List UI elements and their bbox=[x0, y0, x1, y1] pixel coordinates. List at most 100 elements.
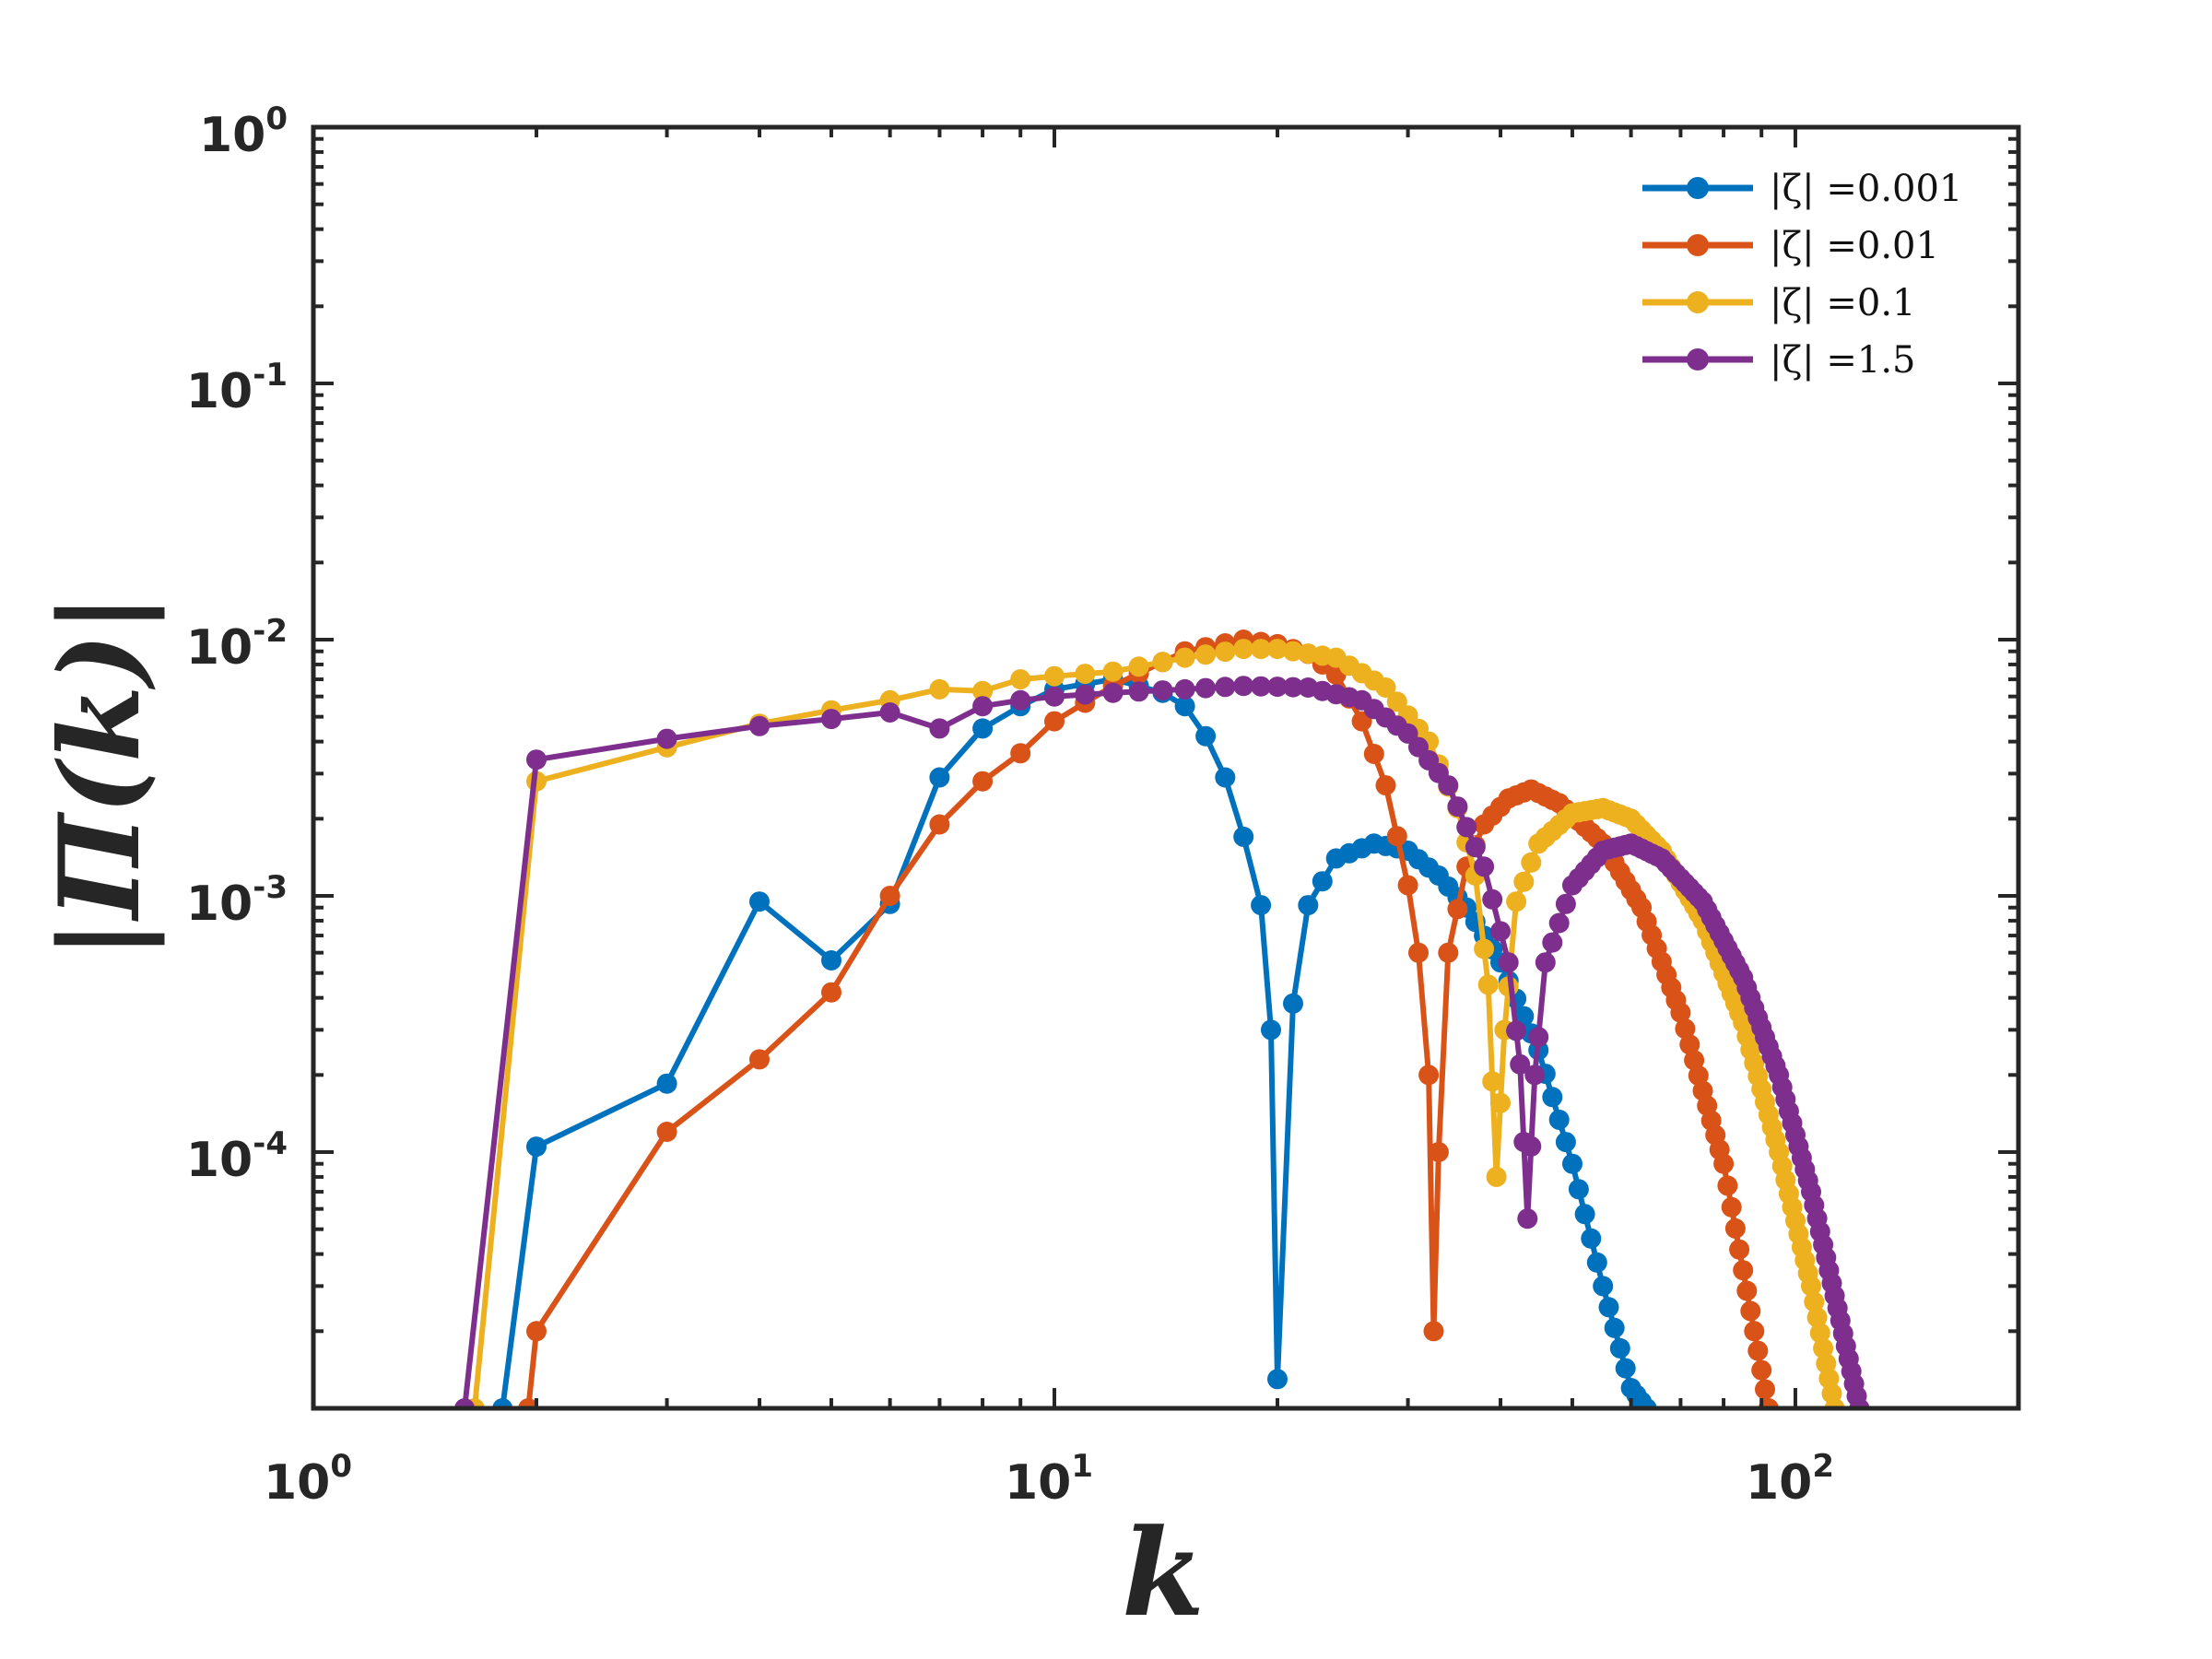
x-tick-label-base: 10 bbox=[1746, 1455, 1812, 1511]
data-point bbox=[1548, 1109, 1570, 1130]
data-point bbox=[1465, 837, 1486, 858]
legend-swatch-marker bbox=[1687, 234, 1709, 256]
legend-label: |ζ| =0.1 bbox=[1770, 282, 1915, 324]
data-point bbox=[1102, 682, 1124, 703]
data-point bbox=[1740, 1300, 1761, 1322]
data-point bbox=[1251, 895, 1272, 916]
data-point bbox=[1233, 826, 1254, 847]
data-point bbox=[656, 1073, 677, 1094]
data-point bbox=[1524, 1065, 1546, 1086]
data-point bbox=[821, 709, 841, 730]
data-point bbox=[929, 718, 950, 739]
x-tick-label: 100 bbox=[264, 1448, 352, 1511]
data-point bbox=[1586, 1252, 1607, 1273]
data-point bbox=[1729, 1239, 1750, 1260]
x-tick-label: 102 bbox=[1746, 1448, 1834, 1511]
data-point bbox=[1261, 1019, 1281, 1041]
data-point bbox=[879, 702, 900, 723]
data-point bbox=[1438, 775, 1459, 796]
data-point bbox=[972, 696, 994, 717]
data-point bbox=[1498, 952, 1519, 973]
data-point bbox=[1447, 899, 1468, 920]
data-point bbox=[1801, 1276, 1821, 1297]
data-point bbox=[1521, 852, 1542, 873]
data-point bbox=[1044, 711, 1065, 732]
data-point bbox=[1679, 1034, 1700, 1055]
data-point bbox=[1418, 1065, 1440, 1086]
series-layer bbox=[454, 629, 1870, 1408]
x-axis-label: k bbox=[1122, 1502, 1205, 1643]
data-point bbox=[1386, 826, 1407, 847]
data-point bbox=[1736, 1280, 1758, 1301]
data-point bbox=[1386, 691, 1407, 712]
data-point bbox=[1423, 1321, 1444, 1342]
data-point bbox=[1824, 1398, 1845, 1408]
data-point bbox=[1593, 1276, 1614, 1297]
data-point bbox=[1010, 669, 1031, 690]
data-point bbox=[1517, 1208, 1538, 1230]
data-point bbox=[1233, 639, 1254, 660]
data-point bbox=[1513, 871, 1535, 892]
data-point bbox=[1581, 1228, 1602, 1249]
y-axis-label: |Π(k)| bbox=[35, 593, 165, 959]
data-point bbox=[1555, 893, 1576, 914]
x-tick-label-exp: 2 bbox=[1812, 1448, 1834, 1485]
data-point bbox=[1684, 1050, 1705, 1071]
data-point bbox=[1506, 1020, 1527, 1041]
data-point bbox=[1152, 680, 1173, 701]
data-point bbox=[1636, 1398, 1657, 1408]
data-point bbox=[749, 715, 770, 736]
legend-label: |ζ| =0.001 bbox=[1770, 168, 1962, 210]
data-point bbox=[1283, 993, 1303, 1014]
series-4 bbox=[454, 676, 1870, 1408]
data-point bbox=[526, 749, 547, 771]
data-point bbox=[1598, 1297, 1619, 1318]
data-point bbox=[749, 891, 770, 912]
data-point bbox=[1312, 871, 1333, 892]
data-point bbox=[1375, 775, 1396, 796]
plot-frame bbox=[311, 124, 2021, 1411]
y-tick-label: 10-4 bbox=[186, 1125, 288, 1188]
y-tick-label-base: 10 bbox=[186, 877, 253, 932]
data-point bbox=[1267, 639, 1288, 660]
data-point bbox=[1195, 677, 1217, 699]
data-point bbox=[656, 1122, 677, 1142]
data-point bbox=[1733, 1260, 1754, 1281]
data-point bbox=[1717, 1175, 1738, 1196]
data-point bbox=[1044, 686, 1065, 707]
data-point bbox=[1482, 888, 1503, 910]
data-point bbox=[1075, 664, 1096, 685]
data-point bbox=[1482, 1071, 1503, 1092]
y-tick-label-exp: -3 bbox=[253, 869, 288, 906]
data-point bbox=[1456, 817, 1477, 838]
data-point bbox=[1604, 1317, 1625, 1338]
plot-area bbox=[454, 629, 1870, 1408]
legend-swatch-marker bbox=[1687, 348, 1709, 371]
data-point bbox=[1688, 1065, 1709, 1086]
data-point bbox=[1474, 938, 1495, 959]
data-point bbox=[1195, 725, 1217, 747]
data-point bbox=[1174, 647, 1195, 668]
series-3 bbox=[464, 639, 1845, 1408]
data-point bbox=[1447, 796, 1468, 818]
data-point bbox=[1251, 676, 1272, 697]
legend-item: |ζ| =0.001 bbox=[1642, 168, 1962, 210]
data-point bbox=[1174, 696, 1195, 717]
y-tick-label-base: 10 bbox=[186, 1133, 253, 1188]
data-point bbox=[929, 814, 950, 835]
data-point bbox=[1215, 767, 1236, 788]
y-tick-label: 100 bbox=[199, 100, 288, 163]
data-point bbox=[1510, 1053, 1531, 1075]
data-point bbox=[972, 680, 994, 701]
data-point bbox=[821, 982, 841, 1003]
data-point bbox=[1747, 1340, 1769, 1361]
data-point bbox=[526, 1321, 547, 1342]
data-point bbox=[1804, 1291, 1825, 1312]
data-point bbox=[1375, 677, 1396, 698]
data-point bbox=[1128, 656, 1149, 677]
y-tick-label-exp: -4 bbox=[253, 1125, 288, 1162]
data-point bbox=[1298, 895, 1319, 916]
data-point bbox=[1506, 891, 1527, 912]
data-point bbox=[1555, 1132, 1576, 1153]
